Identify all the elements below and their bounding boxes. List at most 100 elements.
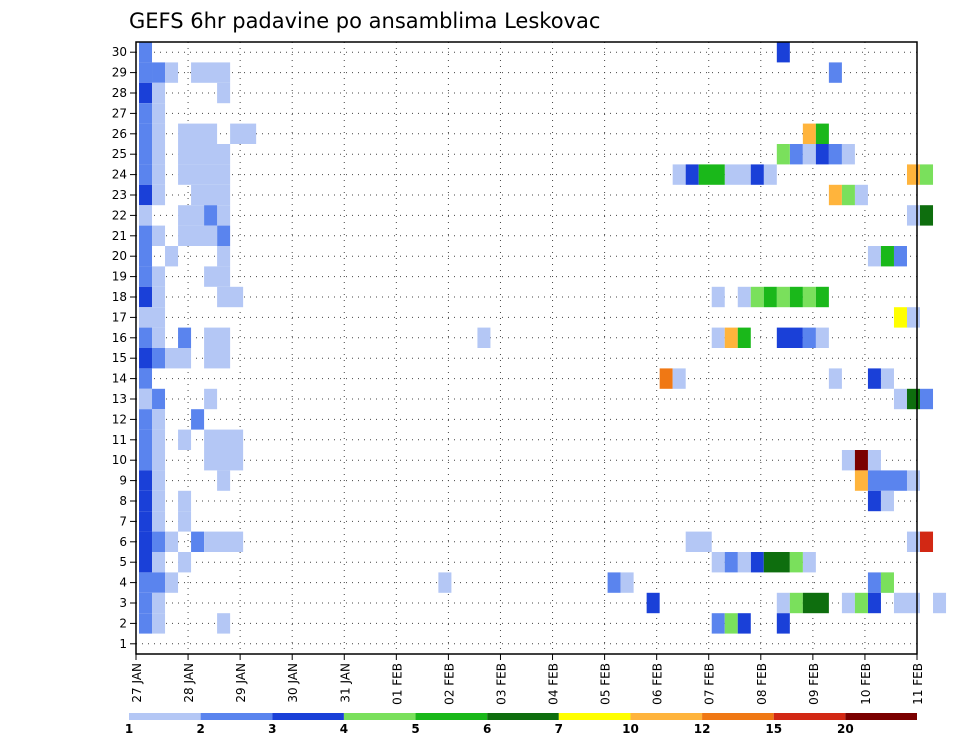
- heatmap-cell: [828, 184, 842, 206]
- heatmap-cell: [139, 368, 153, 389]
- y-tick-label: 4: [119, 576, 127, 590]
- plot-frame: [135, 41, 918, 655]
- x-tick-label: 27 JAN: [130, 663, 144, 703]
- y-tick-label: 10: [112, 453, 127, 467]
- heatmap-cell: [152, 552, 166, 573]
- colorbar-label: 12: [694, 722, 711, 736]
- heatmap-cell: [139, 184, 153, 206]
- heatmap-cell: [139, 429, 153, 450]
- heatmap-cell: [906, 307, 920, 328]
- heatmap-cell: [178, 225, 218, 246]
- heatmap-cell: [672, 164, 686, 185]
- x-tick-label: 08 FEB: [755, 663, 769, 705]
- heatmap-cell: [815, 327, 829, 348]
- heatmap-cell: [920, 531, 934, 552]
- heatmap-cell: [152, 592, 166, 614]
- heatmap-cell: [815, 144, 829, 165]
- heatmap-cell: [776, 286, 790, 308]
- x-tick-label: 07 FEB: [703, 663, 717, 705]
- heatmap-cell: [867, 246, 881, 267]
- x-tick-label: 11 FEB: [911, 663, 925, 705]
- heatmap-cell: [204, 429, 244, 450]
- heatmap-cell: [139, 123, 153, 144]
- heatmap-cell: [139, 286, 153, 308]
- heatmap-cell: [880, 490, 894, 512]
- heatmap-cell: [152, 123, 166, 144]
- heatmap-cell: [178, 511, 192, 532]
- heatmap-cell: [152, 613, 166, 634]
- colorbar-swatch: [200, 713, 273, 720]
- x-tick-label: 09 FEB: [807, 663, 821, 705]
- colorbar-swatch: [773, 713, 846, 720]
- heatmap-cell: [191, 184, 231, 206]
- y-tick-label: 6: [119, 535, 127, 549]
- y-tick-label: 2: [119, 616, 127, 630]
- heatmap-cell: [152, 450, 166, 471]
- heatmap-cell: [139, 450, 153, 471]
- x-tick-label: 29 JAN: [234, 663, 248, 703]
- heatmap-cell: [776, 592, 790, 614]
- heatmap-cell: [724, 164, 751, 185]
- heatmap-cell: [724, 552, 738, 573]
- heatmap-cell: [139, 327, 153, 348]
- heatmap-cell: [139, 42, 153, 63]
- colorbar-label: 5: [411, 722, 419, 736]
- colorbar-label: 4: [340, 722, 348, 736]
- heatmap-cell: [152, 266, 166, 287]
- heatmap-cell: [789, 144, 803, 165]
- heatmap-cell: [867, 572, 881, 593]
- y-axis: 1234567891011121314151617181920212223242…: [112, 45, 136, 651]
- heatmap-cell: [152, 82, 166, 104]
- heatmap-cell: [646, 592, 660, 614]
- colorbar-swatch: [845, 713, 917, 720]
- heatmap-cell: [906, 205, 920, 226]
- y-tick-label: 23: [112, 188, 127, 202]
- heatmap-cell: [724, 613, 738, 634]
- heatmap-cell: [217, 613, 231, 634]
- colorbar: 1 2 3 4 5 6 7 10 12 15 20: [125, 713, 917, 736]
- heatmap-cell: [854, 592, 868, 614]
- heatmap-cell: [152, 348, 166, 369]
- y-tick-label: 9: [119, 474, 127, 488]
- heatmap-cell: [906, 388, 920, 410]
- heatmap-cell: [152, 164, 166, 185]
- colorbar-label: 10: [622, 722, 639, 736]
- heatmap-cell: [854, 470, 868, 491]
- x-tick-label: 01 FEB: [390, 663, 404, 705]
- y-tick-label: 16: [112, 331, 127, 345]
- y-tick-label: 13: [112, 392, 127, 406]
- y-tick-label: 1: [119, 637, 127, 651]
- heatmap-cell: [920, 164, 934, 185]
- heatmap-cell: [139, 531, 153, 552]
- y-tick-label: 11: [112, 433, 127, 447]
- heatmap-cell: [841, 144, 855, 165]
- heatmap-cell: [191, 62, 231, 83]
- heatmap-cell: [204, 348, 231, 369]
- heatmap-cell: [880, 246, 894, 267]
- heatmap-cell: [139, 225, 153, 246]
- heatmap-cell: [763, 164, 777, 185]
- heatmap-cell: [152, 286, 166, 308]
- heatmap-cell: [139, 511, 153, 532]
- heatmap-cell: [867, 470, 907, 491]
- heatmap-cell: [867, 592, 881, 614]
- heatmap-cell: [776, 327, 803, 348]
- colorbar-label: 20: [837, 722, 854, 736]
- heatmap-cell: [763, 286, 777, 308]
- heatmap-cell: [763, 552, 790, 573]
- heatmap-cell: [841, 592, 855, 614]
- heatmap-cell: [178, 123, 218, 144]
- heatmap-cell: [217, 246, 231, 267]
- heatmap-cell: [789, 592, 803, 614]
- heatmap-cell: [737, 286, 751, 308]
- heatmap-cell: [204, 388, 218, 410]
- colorbar-swatch: [343, 713, 416, 720]
- heatmap-cell: [178, 205, 205, 226]
- heatmap-cell: [920, 205, 934, 226]
- heatmap-cell: [204, 205, 218, 226]
- heatmap-cell: [139, 266, 153, 287]
- y-tick-label: 22: [112, 208, 127, 222]
- x-axis: 27 JAN 28 JAN 29 JAN 30 JAN 31 JAN 01 FEB 02 F…: [130, 654, 925, 705]
- colorbar-swatch: [129, 713, 201, 720]
- heatmap-cell: [438, 572, 452, 593]
